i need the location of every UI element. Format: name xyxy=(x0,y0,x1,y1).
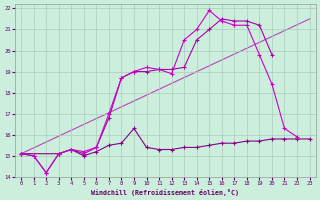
X-axis label: Windchill (Refroidissement éolien,°C): Windchill (Refroidissement éolien,°C) xyxy=(91,189,239,196)
